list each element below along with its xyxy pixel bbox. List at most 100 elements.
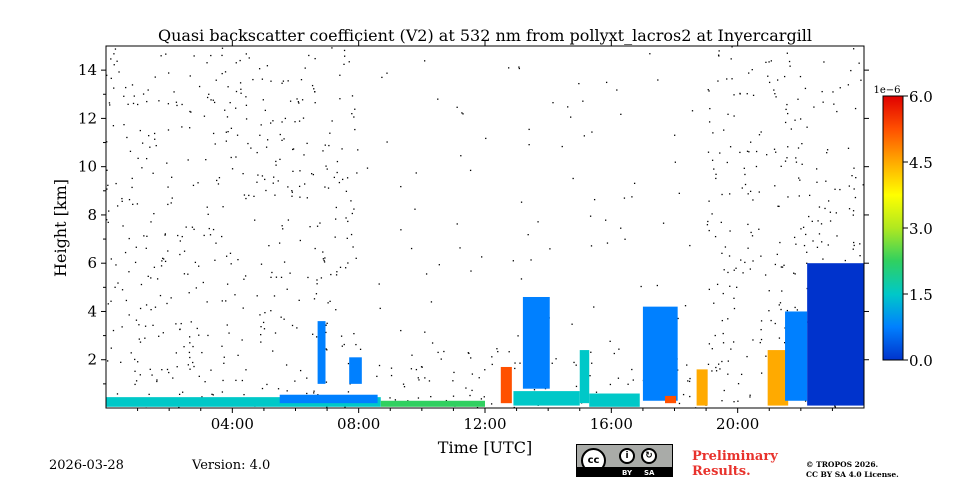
noise-point [438,264,440,266]
noise-point [855,176,857,179]
plot-area [106,46,864,408]
noise-point [752,339,754,341]
noise-point [296,327,298,329]
noise-point [298,120,301,122]
noise-point [294,121,296,123]
noise-point [793,236,796,239]
noise-point [768,310,770,312]
noise-point [183,346,185,348]
noise-point [719,152,721,154]
colorbar-tick-label: 4.5 [909,154,933,172]
noise-point [744,261,746,264]
y-tick-label: 4 [87,302,97,320]
noise-point [154,138,156,140]
noise-point [720,221,722,224]
noise-point [420,366,423,368]
noise-point [260,326,262,328]
noise-point [161,260,163,262]
noise-point [260,124,262,126]
noise-point [311,84,314,87]
noise-point [329,132,331,134]
noise-point [122,225,124,227]
signal-feature [317,321,326,384]
noise-point [150,221,152,223]
noise-point [804,87,807,90]
noise-point [121,200,123,203]
noise-point [826,152,828,154]
noise-point [776,253,778,256]
noise-point [484,369,486,371]
noise-point [715,173,717,175]
noise-point [237,258,239,261]
noise-point [351,113,353,115]
noise-point [235,107,237,109]
noise-point [275,160,277,163]
noise-point [259,134,261,136]
noise-point [765,61,767,64]
noise-point [800,228,802,230]
noise-point [313,298,316,300]
noise-point [282,80,285,82]
noise-point [809,194,811,197]
x-tick-label: 20:00 [716,415,759,433]
noise-point [189,127,191,129]
noise-point [107,184,109,187]
noise-point [221,72,223,75]
noise-point [303,154,305,156]
noise-point [224,109,226,111]
noise-point [178,393,181,396]
noise-point [836,110,838,113]
noise-point [748,151,750,153]
noise-point [289,272,291,274]
noise-point [161,257,164,260]
noise-point [751,69,753,71]
noise-point [708,90,710,92]
noise-point [575,385,578,388]
noise-point [166,368,169,371]
noise-point [778,304,780,306]
noise-point [142,93,145,95]
noise-point [133,95,135,97]
noise-point [229,101,231,104]
noise-point [205,158,207,161]
noise-point [677,369,679,371]
noise-point [832,91,834,93]
noise-point [221,54,223,57]
noise-point [730,348,732,350]
noise-point [726,161,728,164]
noise-point [633,182,636,185]
noise-point [165,53,167,55]
noise-point [707,220,709,223]
noise-point [591,362,593,364]
noise-point [605,81,608,84]
noise-point [583,135,585,137]
noise-point [134,261,137,264]
noise-point [196,327,198,330]
noise-point [292,148,294,151]
noise-point [714,334,716,337]
noise-point [277,388,280,390]
noise-point [740,373,743,376]
noise-point [252,78,254,81]
noise-point [785,108,787,111]
noise-point [206,301,208,303]
y-tick-label: 6 [87,254,97,272]
noise-point [179,328,181,330]
noise-point [141,142,144,144]
noise-point [270,80,272,82]
noise-point [221,345,223,347]
noise-point [243,393,245,396]
noise-point [786,157,788,159]
noise-point [314,91,316,93]
noise-point [339,74,341,76]
cc-license-badge[interactable]: cc i ↻ BY SA [576,444,673,477]
noise-point [162,332,164,334]
noise-point [341,178,344,181]
noise-point [786,309,789,312]
noise-point [234,294,236,296]
noise-point [262,99,264,101]
noise-point [283,318,285,320]
noise-point [796,309,799,311]
noise-point [733,297,735,299]
noise-point [324,186,326,188]
